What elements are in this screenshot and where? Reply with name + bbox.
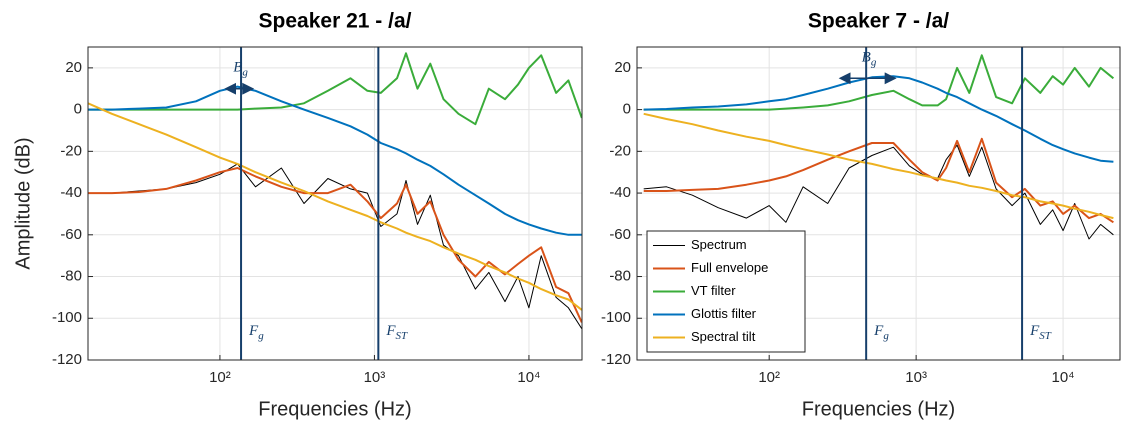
annotation: FST	[1029, 323, 1052, 341]
y-tick-label: 0	[623, 101, 631, 118]
y-tick-label: -40	[609, 184, 631, 201]
legend-label: Spectrum	[691, 237, 747, 252]
y-axis-label: Amplitude (dB)	[12, 137, 34, 269]
y-tick-label: -20	[60, 142, 82, 159]
chart-title: Speaker 7 - /a/	[808, 10, 949, 33]
y-tick-label: -20	[609, 142, 631, 159]
y-tick-label: -120	[601, 351, 631, 368]
legend-label: Full envelope	[691, 260, 768, 275]
annotation-sub: g	[883, 330, 889, 342]
y-tick-label: -40	[60, 184, 82, 201]
series-line	[88, 163, 582, 329]
annotation-text: B	[862, 50, 871, 66]
annotation-text: F	[873, 323, 884, 339]
x-tick-label: 10²	[209, 369, 231, 386]
annotation-sub: g	[871, 56, 877, 68]
x-axis-label: Frequencies (Hz)	[802, 398, 955, 420]
y-tick-label: -100	[52, 309, 82, 326]
annotation-text: B	[233, 60, 242, 76]
legend-label: Glottis filter	[691, 306, 757, 321]
chart-title: Speaker 21 - /a/	[259, 10, 412, 33]
annotation-text: F	[1029, 323, 1040, 339]
legend-label: Spectral tilt	[691, 329, 756, 344]
y-tick-label: -60	[609, 226, 631, 243]
annotation-text: F	[385, 323, 396, 339]
series-line	[88, 167, 582, 323]
series-line	[88, 102, 582, 311]
y-tick-label: -100	[601, 309, 631, 326]
annotation: Fg	[248, 323, 264, 341]
axes-box	[636, 46, 1121, 361]
x-tick-label: 10³	[905, 369, 927, 386]
annotation: Bg	[233, 60, 248, 78]
annotation-sub: g	[258, 330, 264, 342]
annotation-sub: ST	[396, 330, 409, 342]
x-tick-label: 10²	[758, 369, 780, 386]
y-tick-label: 20	[614, 59, 631, 76]
y-tick-label: -60	[60, 226, 82, 243]
series-line	[643, 112, 1114, 220]
y-tick-label: -120	[52, 351, 82, 368]
annotation: FST	[385, 323, 408, 341]
x-tick-label: 10⁴	[1052, 369, 1075, 386]
annotation-sub: g	[242, 66, 248, 78]
series-line	[643, 137, 1114, 224]
y-tick-label: 20	[65, 59, 82, 76]
x-tick-label: 10⁴	[517, 369, 540, 386]
y-tick-label: 0	[74, 101, 82, 118]
series-line	[643, 54, 1115, 111]
x-tick-label: 10³	[364, 369, 386, 386]
annotation-sub: ST	[1039, 330, 1052, 342]
x-axis-label: Frequencies (Hz)	[258, 398, 411, 420]
annotation-text: F	[248, 323, 259, 339]
annotation: Bg	[862, 50, 877, 68]
axes-box	[87, 46, 583, 361]
y-tick-label: -80	[60, 268, 82, 285]
series-line	[88, 85, 582, 236]
series-line	[88, 52, 582, 126]
series-line	[643, 75, 1114, 163]
legend-label: VT filter	[691, 283, 736, 298]
annotation: Fg	[873, 323, 889, 341]
y-tick-label: -80	[609, 268, 631, 285]
